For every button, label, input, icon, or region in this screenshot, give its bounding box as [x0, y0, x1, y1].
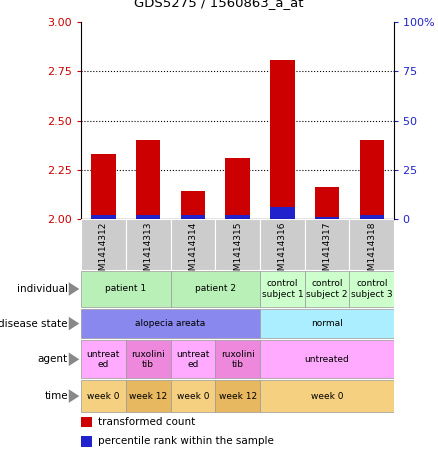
Text: week 0: week 0: [311, 391, 343, 400]
Bar: [81, 381, 126, 412]
Text: control
subject 3: control subject 3: [351, 280, 392, 299]
Text: week 0: week 0: [87, 391, 120, 400]
Text: untreated: untreated: [305, 355, 350, 364]
Bar: [170, 219, 215, 270]
Bar: [225, 215, 250, 219]
Bar: [260, 381, 394, 412]
Text: normal: normal: [311, 319, 343, 328]
Bar: [215, 381, 260, 412]
Text: patient 2: patient 2: [195, 284, 236, 294]
Bar: [315, 187, 339, 219]
Bar: [81, 436, 92, 447]
Bar: [170, 340, 215, 378]
Text: patient 1: patient 1: [105, 284, 146, 294]
Bar: [215, 219, 260, 270]
Text: untreat
ed: untreat ed: [87, 350, 120, 369]
Text: GDS5275 / 1560863_a_at: GDS5275 / 1560863_a_at: [134, 0, 304, 9]
Bar: [270, 60, 295, 219]
Text: GSM1414315: GSM1414315: [233, 221, 242, 282]
Bar: [260, 219, 305, 270]
Text: GSM1414312: GSM1414312: [99, 221, 108, 282]
Bar: [350, 219, 394, 270]
Text: GSM1414314: GSM1414314: [188, 221, 198, 282]
Text: ruxolini
tib: ruxolini tib: [221, 350, 254, 369]
Text: individual: individual: [17, 284, 68, 294]
Text: GSM1414316: GSM1414316: [278, 221, 287, 282]
Text: alopecia areata: alopecia areata: [135, 319, 205, 328]
Bar: [225, 158, 250, 219]
Text: GSM1414317: GSM1414317: [323, 221, 332, 282]
Bar: [350, 271, 394, 307]
Bar: [170, 271, 260, 307]
Text: time: time: [44, 391, 68, 401]
Text: week 0: week 0: [177, 391, 209, 400]
Bar: [315, 217, 339, 219]
Bar: [180, 215, 205, 219]
Bar: [260, 309, 394, 338]
Text: untreat
ed: untreat ed: [176, 350, 209, 369]
Bar: [270, 207, 295, 219]
Bar: [180, 191, 205, 219]
Bar: [91, 215, 116, 219]
Bar: [81, 340, 126, 378]
Text: control
subject 1: control subject 1: [261, 280, 303, 299]
Text: disease state: disease state: [0, 318, 68, 328]
Bar: [81, 271, 170, 307]
Bar: [91, 154, 116, 219]
Bar: [81, 309, 260, 338]
Bar: [126, 340, 170, 378]
Text: week 12: week 12: [219, 391, 257, 400]
Bar: [215, 340, 260, 378]
Bar: [260, 271, 305, 307]
Bar: [170, 381, 215, 412]
Bar: [126, 381, 170, 412]
Text: GSM1414318: GSM1414318: [367, 221, 376, 282]
Text: transformed count: transformed count: [98, 417, 195, 427]
Bar: [81, 219, 126, 270]
Bar: [305, 271, 350, 307]
Text: ruxolini
tib: ruxolini tib: [131, 350, 165, 369]
Text: week 12: week 12: [129, 391, 167, 400]
Bar: [126, 219, 170, 270]
Text: percentile rank within the sample: percentile rank within the sample: [98, 436, 274, 446]
Bar: [360, 215, 384, 219]
Bar: [136, 140, 160, 219]
Bar: [360, 140, 384, 219]
Text: agent: agent: [38, 354, 68, 364]
Bar: [136, 215, 160, 219]
Bar: [305, 219, 350, 270]
Text: control
subject 2: control subject 2: [306, 280, 348, 299]
Text: GSM1414313: GSM1414313: [144, 221, 152, 282]
Bar: [81, 417, 92, 427]
Bar: [260, 340, 394, 378]
